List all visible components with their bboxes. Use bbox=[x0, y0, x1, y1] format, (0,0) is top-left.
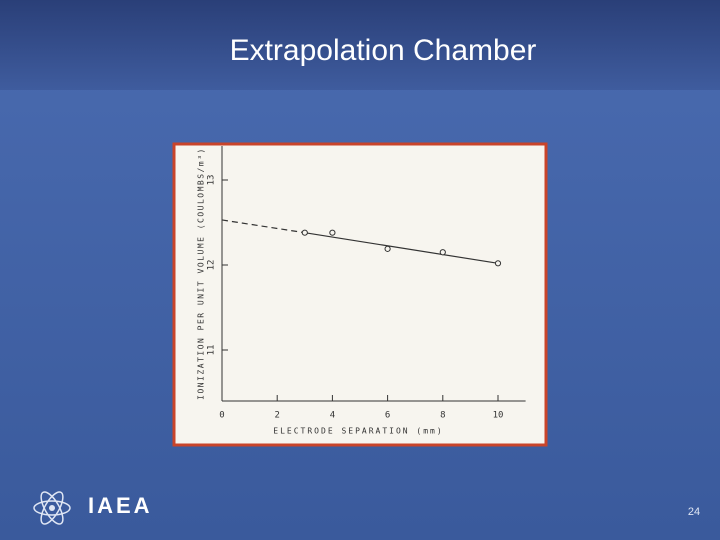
x-tick-label: 10 bbox=[493, 411, 504, 421]
data-point bbox=[384, 245, 391, 252]
data-point bbox=[301, 229, 308, 236]
data-point bbox=[439, 249, 446, 256]
y-tick-label: 11 bbox=[207, 345, 217, 356]
x-tick-label: 6 bbox=[385, 411, 390, 421]
logo-text: IAEA bbox=[88, 493, 153, 518]
y-tick-label: 12 bbox=[207, 260, 217, 271]
x-tick-label: 4 bbox=[330, 411, 335, 421]
logo-nucleus bbox=[49, 505, 55, 511]
x-axis-label: ELECTRODE SEPARATION (mm) bbox=[273, 427, 443, 436]
fit-line bbox=[304, 232, 499, 264]
y-axis-label: IONIZATION PER UNIT VOLUME (COULOMBS/m³) bbox=[197, 147, 206, 400]
plot: 0 2 4 6 8 10 11 12 13 ELECTRODE SEPARATION (mm) IO… bbox=[197, 146, 526, 436]
data-point bbox=[329, 229, 336, 236]
data-point bbox=[494, 260, 502, 267]
x-tick-label: 8 bbox=[440, 411, 445, 421]
x-tick-label: 2 bbox=[274, 411, 279, 421]
page-number: 24 bbox=[688, 506, 700, 518]
logo-orbit bbox=[40, 491, 64, 525]
fit-line bbox=[221, 219, 305, 234]
logo-orbit bbox=[40, 491, 64, 525]
logo-orbit bbox=[33, 500, 71, 516]
chart-frame bbox=[172, 142, 548, 447]
y-tick-label: 13 bbox=[207, 175, 217, 186]
x-tick-label: 0 bbox=[219, 411, 224, 421]
slide-title: Extrapolation Chamber bbox=[230, 34, 537, 67]
logo bbox=[33, 491, 71, 525]
title-band bbox=[0, 0, 720, 90]
